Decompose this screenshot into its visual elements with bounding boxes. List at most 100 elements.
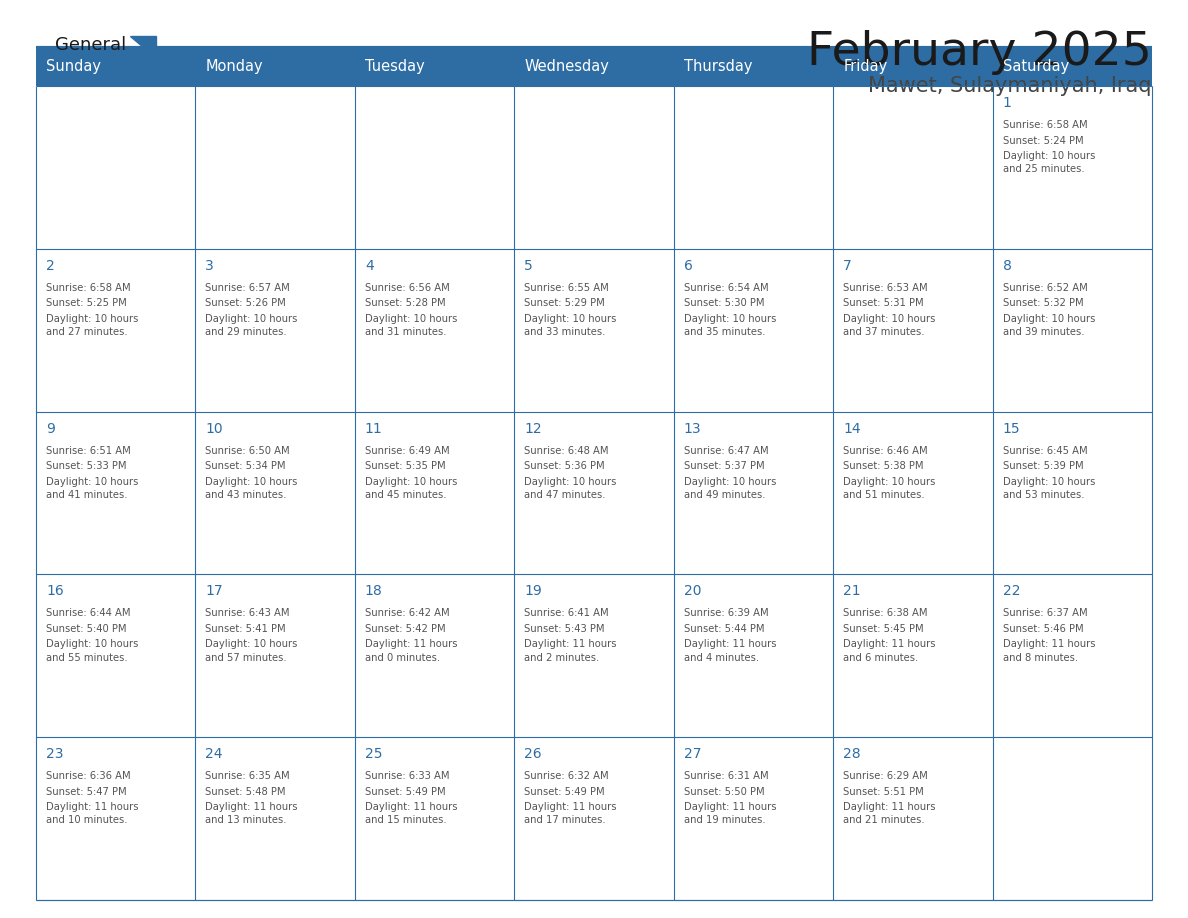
Text: Sunrise: 6:29 AM: Sunrise: 6:29 AM [843,771,928,781]
Text: Daylight: 10 hours
and 37 minutes.: Daylight: 10 hours and 37 minutes. [843,314,935,337]
Text: Sunset: 5:26 PM: Sunset: 5:26 PM [206,298,286,308]
Text: Daylight: 11 hours
and 0 minutes.: Daylight: 11 hours and 0 minutes. [365,640,457,663]
Text: Daylight: 10 hours
and 57 minutes.: Daylight: 10 hours and 57 minutes. [206,640,298,663]
Text: Sunrise: 6:58 AM: Sunrise: 6:58 AM [1003,120,1087,130]
Text: 24: 24 [206,747,223,761]
Text: Sunrise: 6:52 AM: Sunrise: 6:52 AM [1003,283,1087,293]
Text: Sunset: 5:34 PM: Sunset: 5:34 PM [206,461,286,471]
Text: Daylight: 11 hours
and 15 minutes.: Daylight: 11 hours and 15 minutes. [365,802,457,825]
Text: 6: 6 [684,259,693,273]
Text: Sunset: 5:30 PM: Sunset: 5:30 PM [684,298,764,308]
Text: Tuesday: Tuesday [365,60,424,74]
Text: 27: 27 [684,747,701,761]
Text: 10: 10 [206,421,223,436]
Text: Daylight: 10 hours
and 39 minutes.: Daylight: 10 hours and 39 minutes. [1003,314,1095,337]
Text: Sunrise: 6:42 AM: Sunrise: 6:42 AM [365,609,449,619]
Text: 7: 7 [843,259,852,273]
Text: 25: 25 [365,747,383,761]
Text: 15: 15 [1003,421,1020,436]
Text: 3: 3 [206,259,214,273]
Text: Sunday: Sunday [46,60,101,74]
Text: Wednesday: Wednesday [524,60,609,74]
Text: Sunrise: 6:51 AM: Sunrise: 6:51 AM [46,445,131,455]
Text: 2: 2 [46,259,55,273]
Text: 28: 28 [843,747,861,761]
Text: 8: 8 [1003,259,1011,273]
Text: Sunrise: 6:55 AM: Sunrise: 6:55 AM [524,283,609,293]
Text: Sunrise: 6:48 AM: Sunrise: 6:48 AM [524,445,608,455]
Text: Sunset: 5:50 PM: Sunset: 5:50 PM [684,787,764,797]
Text: Sunrise: 6:41 AM: Sunrise: 6:41 AM [524,609,609,619]
Text: Daylight: 10 hours
and 29 minutes.: Daylight: 10 hours and 29 minutes. [206,314,298,337]
Text: Sunrise: 6:58 AM: Sunrise: 6:58 AM [46,283,131,293]
Text: Sunset: 5:49 PM: Sunset: 5:49 PM [524,787,605,797]
Bar [36,249,1152,411]
Text: Sunset: 5:51 PM: Sunset: 5:51 PM [843,787,924,797]
Text: Sunrise: 6:38 AM: Sunrise: 6:38 AM [843,609,928,619]
Text: Sunset: 5:28 PM: Sunset: 5:28 PM [365,298,446,308]
Text: Sunset: 5:37 PM: Sunset: 5:37 PM [684,461,764,471]
Text: 11: 11 [365,421,383,436]
Text: 13: 13 [684,421,701,436]
Text: Sunset: 5:24 PM: Sunset: 5:24 PM [1003,136,1083,145]
Text: 20: 20 [684,585,701,599]
Text: Mawet, Sulaymaniyah, Iraq: Mawet, Sulaymaniyah, Iraq [868,76,1152,96]
Text: Sunrise: 6:33 AM: Sunrise: 6:33 AM [365,771,449,781]
Text: Sunset: 5:42 PM: Sunset: 5:42 PM [365,624,446,634]
Text: Sunrise: 6:47 AM: Sunrise: 6:47 AM [684,445,769,455]
Text: Sunset: 5:35 PM: Sunset: 5:35 PM [365,461,446,471]
Text: Daylight: 11 hours
and 8 minutes.: Daylight: 11 hours and 8 minutes. [1003,640,1095,663]
Text: 9: 9 [46,421,55,436]
Bar [36,411,1152,575]
Text: Daylight: 10 hours
and 25 minutes.: Daylight: 10 hours and 25 minutes. [1003,151,1095,174]
Text: Sunset: 5:32 PM: Sunset: 5:32 PM [1003,298,1083,308]
Text: Sunset: 5:36 PM: Sunset: 5:36 PM [524,461,605,471]
Text: Daylight: 11 hours
and 4 minutes.: Daylight: 11 hours and 4 minutes. [684,640,776,663]
Text: Daylight: 10 hours
and 47 minutes.: Daylight: 10 hours and 47 minutes. [524,476,617,499]
Text: 19: 19 [524,585,542,599]
Text: Daylight: 10 hours
and 53 minutes.: Daylight: 10 hours and 53 minutes. [1003,476,1095,499]
Text: Sunset: 5:49 PM: Sunset: 5:49 PM [365,787,446,797]
Text: Daylight: 10 hours
and 41 minutes.: Daylight: 10 hours and 41 minutes. [46,476,138,499]
Text: Daylight: 11 hours
and 13 minutes.: Daylight: 11 hours and 13 minutes. [206,802,298,825]
Text: Sunrise: 6:35 AM: Sunrise: 6:35 AM [206,771,290,781]
Text: Sunrise: 6:31 AM: Sunrise: 6:31 AM [684,771,769,781]
Text: Friday: Friday [843,60,887,74]
Text: Sunrise: 6:50 AM: Sunrise: 6:50 AM [206,445,290,455]
Text: Sunrise: 6:57 AM: Sunrise: 6:57 AM [206,283,290,293]
Text: 4: 4 [365,259,373,273]
Text: Daylight: 11 hours
and 10 minutes.: Daylight: 11 hours and 10 minutes. [46,802,139,825]
Text: Sunset: 5:43 PM: Sunset: 5:43 PM [524,624,605,634]
Text: Sunrise: 6:36 AM: Sunrise: 6:36 AM [46,771,131,781]
Text: 23: 23 [46,747,63,761]
Text: Blue: Blue [90,62,129,80]
Text: Sunset: 5:38 PM: Sunset: 5:38 PM [843,461,923,471]
Text: Daylight: 10 hours
and 51 minutes.: Daylight: 10 hours and 51 minutes. [843,476,935,499]
Text: February 2025: February 2025 [807,30,1152,75]
Text: Sunset: 5:31 PM: Sunset: 5:31 PM [843,298,924,308]
Bar [36,575,1152,737]
Text: Daylight: 10 hours
and 45 minutes.: Daylight: 10 hours and 45 minutes. [365,476,457,499]
Text: Sunset: 5:33 PM: Sunset: 5:33 PM [46,461,126,471]
Text: Sunrise: 6:44 AM: Sunrise: 6:44 AM [46,609,131,619]
Text: 5: 5 [524,259,533,273]
Text: Sunset: 5:39 PM: Sunset: 5:39 PM [1003,461,1083,471]
Bar [36,48,1152,86]
Text: Sunset: 5:48 PM: Sunset: 5:48 PM [206,787,286,797]
Text: Daylight: 11 hours
and 6 minutes.: Daylight: 11 hours and 6 minutes. [843,640,936,663]
Text: Sunrise: 6:46 AM: Sunrise: 6:46 AM [843,445,928,455]
Text: Sunset: 5:25 PM: Sunset: 5:25 PM [46,298,127,308]
Text: Sunset: 5:41 PM: Sunset: 5:41 PM [206,624,286,634]
Text: Sunrise: 6:43 AM: Sunrise: 6:43 AM [206,609,290,619]
Text: Daylight: 10 hours
and 35 minutes.: Daylight: 10 hours and 35 minutes. [684,314,776,337]
Text: General: General [55,36,126,54]
Text: Sunset: 5:46 PM: Sunset: 5:46 PM [1003,624,1083,634]
Text: Daylight: 10 hours
and 49 minutes.: Daylight: 10 hours and 49 minutes. [684,476,776,499]
Text: 1: 1 [1003,96,1011,110]
Text: Saturday: Saturday [1003,60,1069,74]
Text: Sunrise: 6:32 AM: Sunrise: 6:32 AM [524,771,609,781]
Text: Sunset: 5:40 PM: Sunset: 5:40 PM [46,624,126,634]
Text: Sunrise: 6:39 AM: Sunrise: 6:39 AM [684,609,769,619]
Bar [36,737,1152,900]
Text: Sunset: 5:29 PM: Sunset: 5:29 PM [524,298,605,308]
